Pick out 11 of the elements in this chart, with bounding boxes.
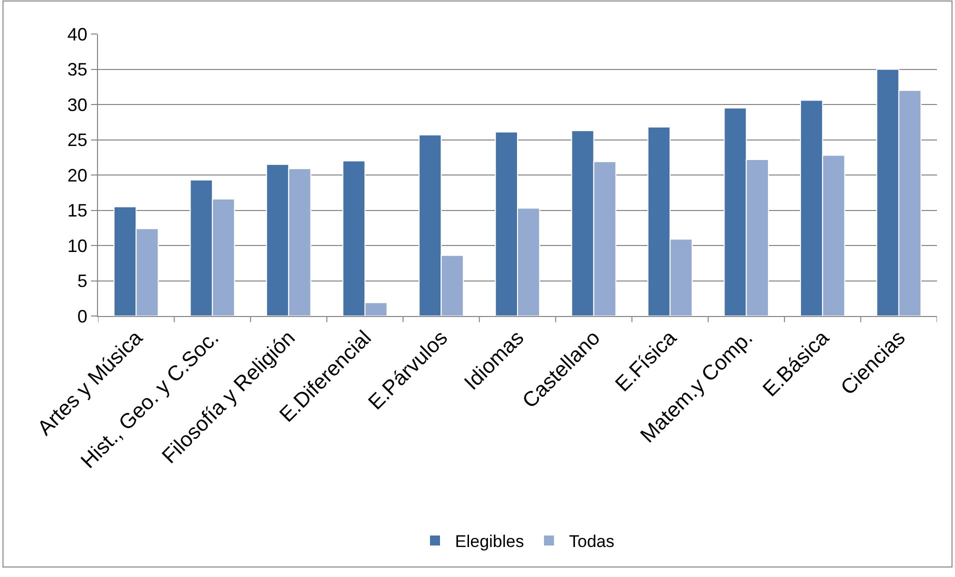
y-tick-label: 15 [67, 200, 88, 221]
y-tick-label: 0 [77, 306, 88, 326]
y-tick-label: 10 [67, 236, 88, 256]
y-tick-label: 30 [67, 94, 88, 115]
y-tick-label: 20 [67, 165, 88, 186]
y-tick-label: 35 [67, 60, 88, 80]
y-tick-label: 5 [77, 271, 88, 292]
legend-label: Elegibles [455, 532, 524, 552]
y-tick-label: 25 [67, 130, 88, 150]
y-tick-label: 40 [67, 24, 88, 44]
legend-label: Todas [569, 532, 614, 552]
